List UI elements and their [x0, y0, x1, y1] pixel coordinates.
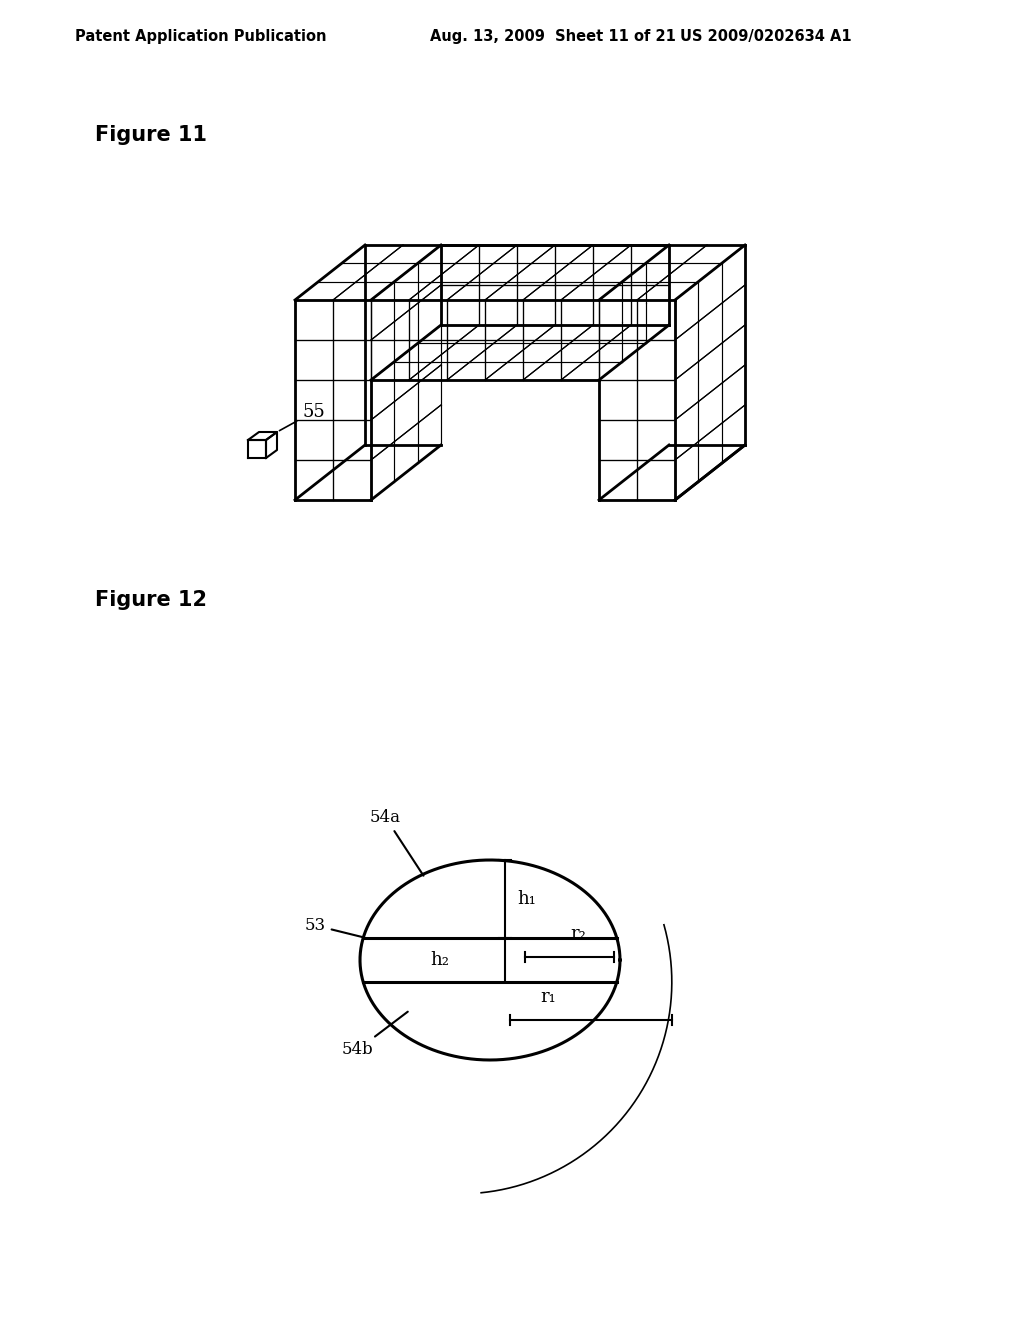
- Text: 54b: 54b: [342, 1011, 408, 1059]
- Text: r₂: r₂: [570, 925, 586, 942]
- Text: 53: 53: [305, 917, 364, 937]
- Text: Patent Application Publication: Patent Application Publication: [75, 29, 327, 45]
- Text: Figure 12: Figure 12: [95, 590, 207, 610]
- Text: r₁: r₁: [540, 987, 556, 1006]
- Text: Aug. 13, 2009  Sheet 11 of 21: Aug. 13, 2009 Sheet 11 of 21: [430, 29, 676, 45]
- Text: US 2009/0202634 A1: US 2009/0202634 A1: [680, 29, 852, 45]
- Text: 54a: 54a: [370, 809, 424, 875]
- Text: Figure 11: Figure 11: [95, 125, 207, 145]
- Text: 55: 55: [280, 403, 325, 430]
- Text: h₁: h₁: [517, 890, 536, 908]
- Text: h₂: h₂: [430, 950, 450, 969]
